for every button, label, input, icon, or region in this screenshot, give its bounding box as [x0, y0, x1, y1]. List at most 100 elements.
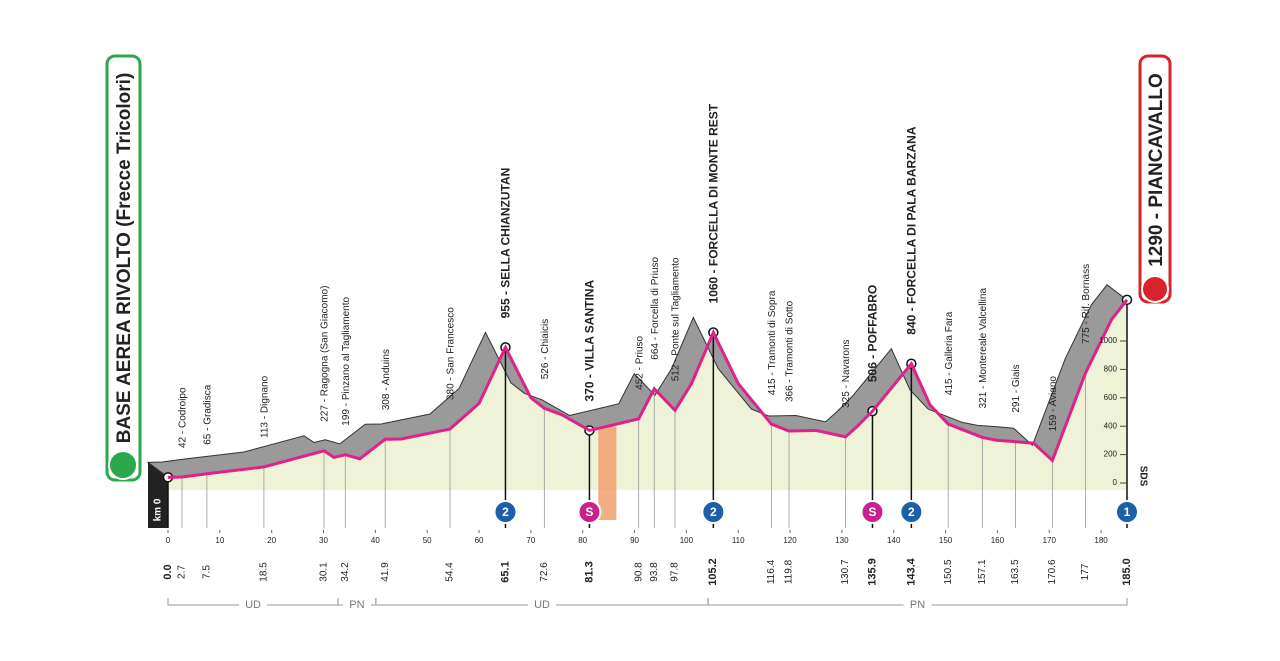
badge-label: 2	[710, 505, 717, 519]
waypoint-name: 512 - Ponte sul Tagliamento	[671, 257, 682, 381]
x-tick-label: 80	[578, 536, 587, 545]
y-tick-label: 600	[1104, 393, 1118, 402]
waypoint-km: 34.2	[340, 562, 351, 582]
profile-area	[168, 299, 1127, 490]
region-label: UD	[245, 599, 261, 611]
waypoint-km: 30.1	[319, 562, 330, 582]
start-icon	[108, 450, 138, 480]
x-tick-label: 0	[166, 536, 171, 545]
x-tick-label: 160	[991, 536, 1005, 545]
waypoint-name: 159 - Aviano	[1048, 376, 1059, 432]
x-tick-label: 40	[371, 536, 380, 545]
badge	[1115, 500, 1139, 524]
waypoint-km: 93.8	[649, 562, 660, 582]
waypoint-name: 664 - Forcella di Priuso	[650, 256, 661, 359]
x-tick-label: 60	[475, 536, 484, 545]
waypoint-km: 72.6	[539, 562, 550, 582]
y-tick-label: 0	[1113, 478, 1118, 487]
badge-label: 2	[908, 505, 915, 519]
waypoint-name: 526 - Chiaicis	[540, 319, 551, 380]
waypoint-km: 130.7	[840, 559, 851, 584]
badge-label: 2	[502, 505, 509, 519]
profile-line	[167, 298, 1129, 479]
y-tick-label: 800	[1104, 365, 1118, 374]
x-tick-label: 30	[319, 536, 328, 545]
waypoint-name: 955 - SELLA CHIANZUTAN	[499, 168, 513, 319]
x-tick-label: 120	[783, 536, 797, 545]
start-box	[105, 54, 142, 482]
x-tick-label: 90	[630, 536, 639, 545]
badge-label: S	[868, 505, 876, 519]
region-label: PN	[910, 599, 925, 611]
waypoint-name: 65 - Gradisca	[203, 384, 214, 444]
region-label-bg	[239, 598, 268, 612]
waypoint-name: 199 - Pinzano al Tagliamento	[341, 297, 352, 426]
waypoint-name: 113 - Dignano	[260, 375, 271, 438]
waypoint-name: 506 - POFFABRO	[866, 285, 880, 382]
waypoint-km: 119.8	[784, 559, 795, 584]
waypoint-name: 452 - Priuso	[634, 335, 645, 389]
waypoint-km: 18.5	[259, 562, 270, 582]
waypoint-name: 308 - Anduins	[381, 349, 392, 410]
y-tick-label: 200	[1104, 450, 1118, 459]
waypoint-km: 105.2	[707, 558, 719, 586]
x-tick-label: 20	[267, 536, 276, 545]
x-tick-label: 100	[680, 536, 694, 545]
waypoint-km: 90.8	[633, 562, 644, 582]
waypoint-km: 97.8	[670, 562, 681, 582]
waypoint-km: 81.3	[583, 561, 595, 582]
finish-label: 1290 - PIANCAVALLO	[1146, 73, 1167, 267]
side-label: SDS	[1137, 466, 1148, 487]
waypoint-name: 42 - Codroipo	[178, 387, 189, 448]
waypoint-km: 157.1	[977, 559, 988, 584]
x-tick-label: 70	[526, 536, 535, 545]
waypoint-km: 116.4	[766, 559, 777, 584]
x-tick-label: 180	[1094, 536, 1108, 545]
waypoint-km: 0.0	[162, 564, 174, 579]
waypoint-name: 380 - San Francesco	[446, 307, 457, 400]
waypoint-name: 321 - Montereale Valcellina	[978, 288, 989, 409]
waypoint-km: 65.1	[499, 561, 511, 582]
x-tick-label: 170	[1043, 536, 1057, 545]
waypoint-name: 227 - Ragogna (San Giacomo)	[320, 286, 331, 422]
waypoint-name: 366 - Tramonti di Sotto	[785, 300, 796, 402]
waypoint-name: 840 - FORCELLA DI PALA BARZANA	[905, 126, 919, 335]
badge-label: 1	[1124, 505, 1131, 519]
badge	[577, 500, 602, 524]
region-label-bg	[528, 598, 557, 612]
x-tick-label: 50	[423, 536, 432, 545]
x-tick-label: 10	[215, 536, 224, 545]
region-label-bg	[342, 598, 371, 612]
feed-zone	[598, 426, 617, 520]
region-label: PN	[349, 599, 364, 611]
waypoint-km: 54.4	[445, 562, 456, 582]
x-tick-label: 110	[732, 536, 745, 545]
region-label-bg	[903, 598, 932, 612]
waypoint-km: 7.5	[202, 565, 213, 579]
waypoint-name: 1060 - FORCELLA DI MONTE REST	[707, 103, 721, 303]
waypoint-km: 185.0	[1121, 558, 1133, 586]
x-tick-label: 140	[887, 536, 901, 545]
waypoint-km: 163.5	[1010, 559, 1021, 584]
waypoint-name: 325 - Navarons	[841, 339, 852, 407]
waypoint-name: 775 - Rif. Bornass	[1081, 264, 1092, 344]
waypoint-km: 170.6	[1047, 559, 1058, 584]
waypoint-name: 370 - VILLA SANTINA	[583, 280, 597, 402]
waypoint-km: 2.7	[177, 565, 188, 579]
waypoint-name: 291 - Giais	[1011, 364, 1022, 412]
badge	[899, 500, 924, 524]
waypoint-km: 143.4	[905, 557, 917, 585]
badge-label: S	[585, 505, 593, 519]
x-tick-label: 130	[835, 536, 849, 545]
badge	[701, 500, 726, 524]
badge	[493, 500, 518, 524]
waypoint-km: 135.9	[866, 558, 878, 586]
start-label: BASE AEREA RIVOLTO (Frecce Tricolori)	[114, 73, 135, 444]
region-label: UD	[534, 599, 550, 611]
waypoint-name: 415 - Galleria Fara	[944, 311, 955, 395]
waypoint-km: 41.9	[380, 562, 391, 582]
waypoint-name: 415 - Tramonti di Sopra	[767, 290, 778, 395]
finish-icon	[1141, 275, 1169, 303]
